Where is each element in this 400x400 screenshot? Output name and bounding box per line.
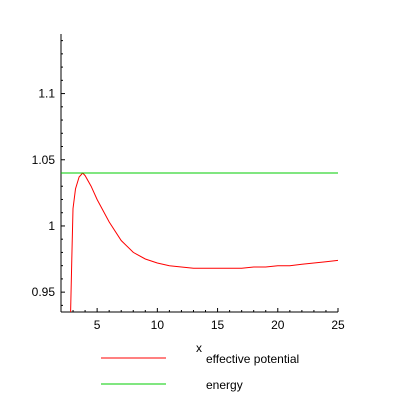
series-layer: [61, 172, 338, 312]
y-tick-label: 1.1: [38, 87, 55, 101]
y-tick-label: 1.05: [32, 153, 56, 167]
legend-label-0: effective potential: [206, 352, 299, 366]
legend: effective potential energy: [101, 352, 299, 392]
x-tick-label: 15: [211, 318, 225, 332]
y-tick-label: 0.95: [32, 285, 56, 299]
series-line-0: [70, 172, 338, 312]
x-tick-label: 25: [331, 318, 345, 332]
x-tick-label: 20: [271, 318, 285, 332]
legend-label-1: energy: [206, 378, 243, 392]
ticks: 5 10 15 20 25 0.95 1 1.05 1.1: [32, 40, 345, 332]
x-tick-label: 5: [94, 318, 101, 332]
y-tick-label: 1: [48, 219, 55, 233]
x-axis-label: x: [196, 341, 202, 355]
x-tick-label: 10: [151, 318, 165, 332]
